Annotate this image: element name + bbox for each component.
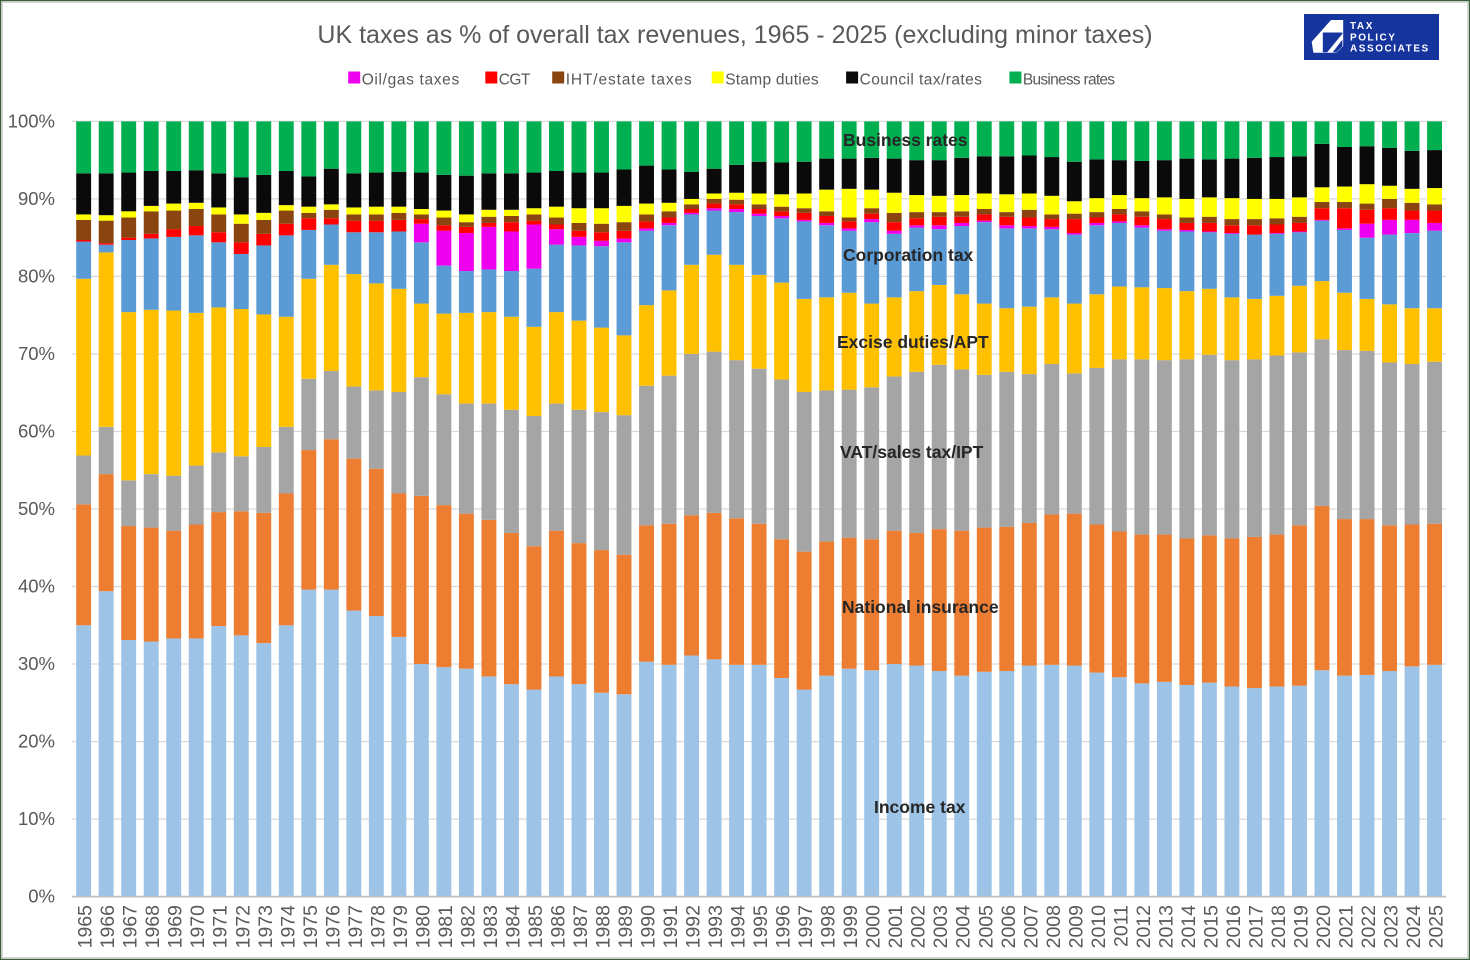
- svg-text:2017: 2017: [1245, 905, 1267, 948]
- svg-text:100%: 100%: [8, 110, 55, 131]
- svg-text:90%: 90%: [18, 188, 55, 209]
- svg-text:1987: 1987: [570, 905, 592, 948]
- svg-text:Income tax: Income tax: [874, 797, 966, 817]
- svg-text:1996: 1996: [773, 905, 795, 948]
- svg-text:2004: 2004: [953, 905, 975, 949]
- svg-text:1966: 1966: [97, 905, 119, 948]
- svg-text:1980: 1980: [412, 905, 434, 949]
- svg-text:1992: 1992: [683, 905, 705, 948]
- svg-text:2018: 2018: [1268, 905, 1290, 948]
- svg-text:1974: 1974: [277, 905, 299, 949]
- svg-text:1983: 1983: [480, 905, 502, 948]
- svg-text:2007: 2007: [1020, 905, 1042, 948]
- svg-text:1988: 1988: [593, 905, 615, 948]
- svg-text:1973: 1973: [255, 905, 277, 948]
- svg-text:50%: 50%: [18, 498, 55, 519]
- svg-text:2024: 2024: [1403, 905, 1425, 949]
- svg-text:2022: 2022: [1358, 905, 1380, 948]
- svg-text:1994: 1994: [728, 905, 750, 949]
- svg-text:1990: 1990: [638, 905, 660, 949]
- svg-text:1971: 1971: [210, 905, 232, 948]
- svg-text:1989: 1989: [615, 905, 637, 948]
- svg-text:2016: 2016: [1223, 905, 1245, 948]
- svg-text:2023: 2023: [1381, 905, 1403, 948]
- svg-text:National insurance: National insurance: [842, 597, 999, 617]
- svg-text:2009: 2009: [1065, 905, 1087, 948]
- svg-text:2001: 2001: [885, 905, 907, 948]
- svg-text:2002: 2002: [908, 905, 930, 948]
- svg-text:2003: 2003: [930, 905, 952, 948]
- svg-text:2010: 2010: [1088, 905, 1110, 949]
- svg-text:2013: 2013: [1155, 905, 1177, 948]
- svg-text:ASSOCIATES: ASSOCIATES: [1350, 43, 1430, 54]
- svg-text:Corporation tax: Corporation tax: [843, 245, 974, 265]
- svg-text:1981: 1981: [435, 905, 457, 948]
- svg-text:2020: 2020: [1313, 905, 1335, 949]
- svg-text:1999: 1999: [840, 905, 862, 948]
- svg-text:1982: 1982: [457, 905, 479, 948]
- svg-text:IHT/estate taxes: IHT/estate taxes: [566, 72, 693, 89]
- svg-text:Business rates: Business rates: [1023, 72, 1115, 89]
- svg-text:20%: 20%: [18, 731, 55, 752]
- svg-text:1998: 1998: [818, 905, 840, 948]
- svg-text:2015: 2015: [1200, 905, 1222, 949]
- svg-text:Oil/gas taxes: Oil/gas taxes: [362, 72, 460, 89]
- svg-text:1972: 1972: [232, 905, 254, 948]
- svg-text:1975: 1975: [300, 905, 322, 949]
- svg-text:1970: 1970: [187, 905, 209, 949]
- svg-text:1991: 1991: [660, 905, 682, 948]
- svg-text:UK taxes as % of overall tax r: UK taxes as % of overall tax revenues, 1…: [317, 21, 1152, 49]
- svg-text:30%: 30%: [18, 653, 55, 674]
- svg-text:2012: 2012: [1133, 905, 1155, 948]
- svg-text:Stamp duties: Stamp duties: [725, 72, 819, 89]
- svg-text:1976: 1976: [322, 905, 344, 948]
- svg-text:1967: 1967: [120, 905, 142, 948]
- svg-text:1969: 1969: [165, 905, 187, 948]
- svg-text:1978: 1978: [367, 905, 389, 948]
- svg-text:Excise duties/APT: Excise duties/APT: [837, 332, 989, 352]
- svg-text:TAX: TAX: [1350, 21, 1374, 32]
- svg-text:2000: 2000: [863, 905, 885, 949]
- svg-text:2021: 2021: [1335, 905, 1357, 948]
- svg-text:1986: 1986: [547, 905, 569, 948]
- svg-text:2006: 2006: [998, 905, 1020, 948]
- svg-text:1997: 1997: [795, 905, 817, 948]
- svg-text:2008: 2008: [1043, 905, 1065, 948]
- svg-text:2014: 2014: [1178, 905, 1200, 949]
- svg-text:1977: 1977: [345, 905, 367, 948]
- svg-text:2005: 2005: [975, 905, 997, 949]
- svg-text:1965: 1965: [75, 905, 97, 949]
- svg-text:CGT: CGT: [499, 72, 531, 89]
- svg-text:1985: 1985: [525, 905, 547, 949]
- svg-text:VAT/sales tax/IPT: VAT/sales tax/IPT: [840, 442, 984, 462]
- svg-text:1995: 1995: [750, 905, 772, 949]
- svg-text:Council tax/rates: Council tax/rates: [860, 72, 983, 89]
- svg-text:70%: 70%: [18, 343, 55, 364]
- svg-text:40%: 40%: [18, 576, 55, 597]
- svg-text:2011: 2011: [1110, 905, 1132, 947]
- svg-text:80%: 80%: [18, 265, 55, 286]
- svg-text:2019: 2019: [1290, 905, 1312, 948]
- svg-text:POLICY: POLICY: [1350, 32, 1397, 43]
- svg-text:Business rates: Business rates: [843, 130, 968, 150]
- svg-text:0%: 0%: [28, 886, 55, 907]
- svg-text:1979: 1979: [390, 905, 412, 948]
- svg-text:1984: 1984: [502, 905, 524, 949]
- svg-text:1968: 1968: [142, 905, 164, 948]
- svg-text:10%: 10%: [18, 808, 55, 829]
- svg-text:1993: 1993: [705, 905, 727, 948]
- svg-text:60%: 60%: [18, 421, 55, 442]
- svg-text:2025: 2025: [1426, 905, 1448, 949]
